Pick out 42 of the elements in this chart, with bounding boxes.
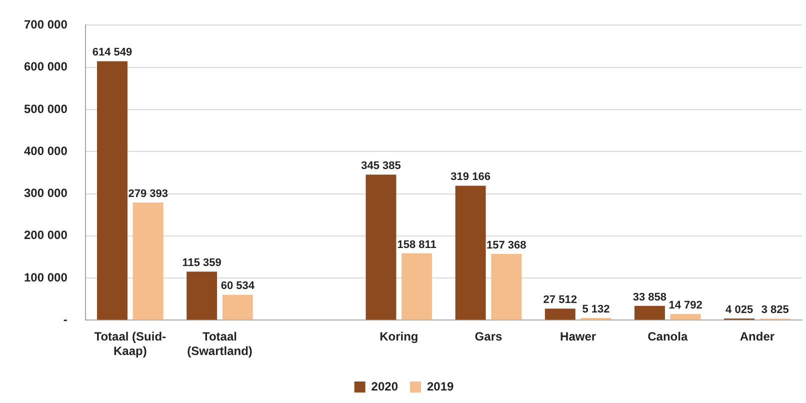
x-tick-label: Hawer bbox=[560, 330, 596, 344]
y-tick-label: 200 000 bbox=[24, 228, 68, 242]
y-tick-label: 100 000 bbox=[24, 270, 68, 284]
x-tick-label: Ander bbox=[740, 330, 775, 344]
y-tick-label: 500 000 bbox=[24, 102, 68, 116]
bar bbox=[455, 186, 486, 320]
bar bbox=[634, 306, 665, 320]
y-tick-label: 700 000 bbox=[24, 18, 68, 32]
bar bbox=[402, 253, 432, 320]
data-label: 14 792 bbox=[668, 299, 702, 312]
y-tick-label: 300 000 bbox=[24, 186, 68, 200]
bar bbox=[222, 294, 253, 320]
data-label: 4 025 bbox=[726, 304, 754, 316]
y-tick-label: 400 000 bbox=[24, 144, 68, 158]
data-label: 345 385 bbox=[361, 160, 401, 172]
data-label: 60 534 bbox=[220, 280, 256, 292]
bar bbox=[186, 272, 218, 320]
data-label: 157 368 bbox=[486, 239, 526, 252]
x-tick-label: Totaal (Swartland) bbox=[187, 330, 252, 358]
x-tick-label: Canola bbox=[648, 330, 688, 344]
x-tick-label: Koring bbox=[380, 330, 418, 344]
x-tick-label: Totaal (Suid-Kaap) bbox=[94, 330, 166, 358]
data-label: 158 811 bbox=[397, 238, 436, 251]
bar bbox=[491, 254, 522, 320]
bar bbox=[132, 202, 164, 320]
data-label: 279 393 bbox=[128, 188, 168, 200]
y-tick-label: 600 000 bbox=[24, 60, 68, 74]
y-tick-label: - bbox=[63, 312, 68, 327]
data-label: 3 825 bbox=[761, 304, 789, 316]
x-tick-label: Gars bbox=[474, 330, 502, 344]
data-label: 27 512 bbox=[543, 294, 577, 306]
bar bbox=[366, 174, 396, 320]
data-label: 319 166 bbox=[450, 171, 490, 184]
legend-label: 2019 bbox=[427, 379, 454, 394]
data-label: 115 359 bbox=[182, 257, 222, 270]
data-label: 614 549 bbox=[92, 46, 132, 59]
bar bbox=[544, 308, 576, 320]
bar bbox=[670, 314, 701, 320]
data-label: 5 132 bbox=[582, 304, 610, 316]
bar bbox=[97, 61, 128, 320]
legend-label: 2020 bbox=[371, 379, 398, 394]
data-label: 33 858 bbox=[632, 291, 667, 304]
